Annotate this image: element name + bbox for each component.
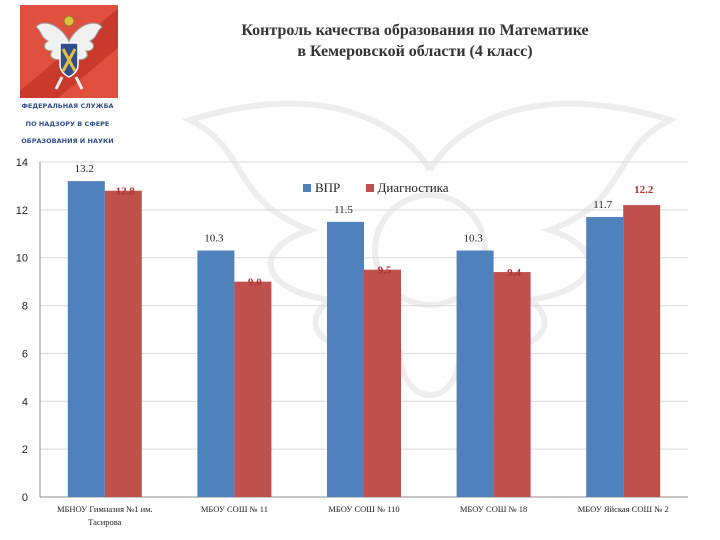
y-tick-label: 4 — [22, 396, 28, 408]
y-tick-label: 14 — [16, 157, 28, 169]
data-label-vpr: 11.7 — [593, 199, 612, 211]
data-label-diagnostika: 12.2 — [634, 184, 654, 196]
x-category-label: МБОУ СОШ № 18 — [460, 504, 527, 514]
title-line-1: Контроль качества образования по Математ… — [241, 22, 589, 39]
bar-diagnostika — [104, 190, 142, 497]
y-tick-label: 12 — [16, 205, 28, 217]
bar-diagnostika — [623, 205, 661, 498]
bar-vpr — [586, 217, 624, 498]
bar-diagnostika — [493, 272, 531, 497]
agency-logo — [20, 5, 118, 98]
bar-vpr — [327, 221, 364, 498]
legend-label-diagnostika: Диагностика — [377, 180, 449, 195]
data-label-diagnostika: 9.4 — [507, 267, 521, 279]
bar-diagnostika — [364, 269, 401, 497]
agency-line-2: ПО НАДЗОРУ В СФЕРЕ — [25, 119, 110, 128]
y-tick-label: 6 — [22, 348, 28, 360]
agency-line-1: ФЕДЕРАЛЬНАЯ СЛУЖБА — [21, 102, 114, 110]
legend-item-diagnostika: Диагностика — [365, 180, 449, 196]
agency-line-3: ОБРАЗОВАНИЯ И НАУКИ — [21, 137, 114, 145]
data-label-vpr: 10.3 — [463, 233, 483, 245]
eagle-emblem-icon — [35, 15, 103, 90]
data-label-vpr: 10.3 — [204, 233, 224, 245]
legend-swatch-vpr — [303, 184, 311, 192]
y-tick-label: 8 — [22, 301, 28, 313]
x-category-label: МБОУ Яйская СОШ № 2 — [578, 504, 669, 514]
data-label-diagnostika: 9.5 — [378, 265, 392, 277]
data-label-diagnostika: 9.0 — [248, 277, 262, 289]
bar-vpr — [67, 181, 105, 497]
data-label-diagnostika: 12.8 — [116, 186, 136, 198]
x-category-label: МБОУ СОШ № 110 — [328, 504, 399, 514]
legend-label-vpr: ВПР — [315, 180, 341, 195]
y-tick-label: 2 — [22, 444, 28, 456]
data-label-vpr: 11.5 — [334, 204, 353, 216]
x-category-label: МБНОУ Гимназия №1 им. — [57, 504, 153, 514]
legend-swatch-diagnostika — [365, 184, 374, 192]
title-line-2: в Кемеровской области (4 класс) — [297, 43, 533, 60]
y-tick-label: 10 — [16, 253, 28, 265]
data-label-vpr: 13.2 — [75, 163, 94, 175]
legend-item-vpr: ВПР — [303, 180, 340, 196]
y-tick-label: 0 — [22, 492, 28, 504]
bar-vpr — [456, 250, 494, 497]
agency-name: ФЕДЕРАЛЬНАЯ СЛУЖБА ПО НАДЗОРУ В СФЕРЕ ОБ… — [0, 103, 135, 156]
bar-diagnostika — [234, 281, 272, 497]
chart-legend: ВПР Диагностика — [303, 180, 471, 196]
page-title: Контроль качества образования по Математ… — [160, 20, 670, 62]
bar-vpr — [197, 250, 235, 497]
x-category-label: МБОУ СОШ № 11 — [201, 504, 268, 514]
x-category-label: Тасирова — [88, 517, 121, 527]
